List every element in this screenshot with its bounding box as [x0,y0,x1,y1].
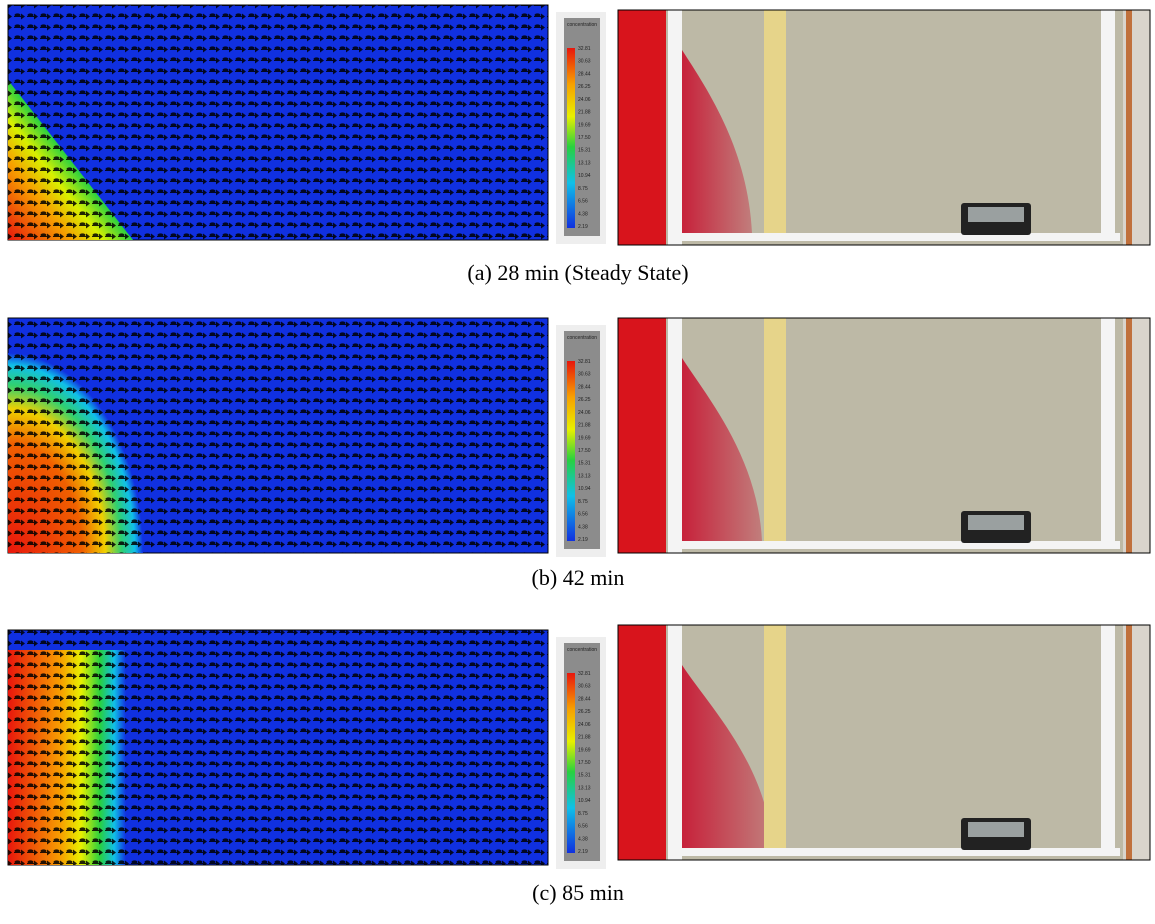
colorbar-label: 15.31 [578,148,591,154]
colorbar-label: 17.50 [578,760,591,766]
colorbar-label: 10.94 [578,798,591,804]
colorbar-label: 26.25 [578,84,591,90]
colorbar-label: 13.13 [578,473,591,479]
colorbar-label: 2.19 [578,224,588,230]
velocity-arrows [8,630,548,865]
colorbar-scale [567,673,575,853]
colorbar-label: 32.81 [578,671,591,677]
colorbar-label: 21.88 [578,110,591,116]
panel-row: concentration 32.81 30.63 28.44 26.25 24.06 21… [7,317,1151,590]
bottom-ruler [668,541,1120,549]
colorbar-label: 19.69 [578,435,591,441]
colorbar-title: concentration [567,647,597,653]
colorbar-scale [567,48,575,228]
colorbar-label: 15.31 [578,461,591,467]
photo-frame [617,624,1151,861]
right-ruler [1101,10,1115,239]
colorbar-label: 28.44 [578,384,591,390]
pipe-tube [1126,625,1132,860]
colorbar-label: 24.06 [578,410,591,416]
colorbar-label: 4.38 [578,524,588,530]
photo-frame [617,9,1151,246]
panel-row: concentration 32.81 30.63 28.44 26.25 24.06 21… [7,624,1151,905]
colorbar-label: 21.88 [578,735,591,741]
colorbar-label: 24.06 [578,722,591,728]
colorbar-label: 32.81 [578,359,591,365]
yellow-strip [764,318,786,543]
colorbar-label: 10.94 [578,486,591,492]
clock-screen [968,822,1024,837]
colorbar-label: 10.94 [578,173,591,179]
colorbar-label: 4.38 [578,836,588,842]
colorbar-label: 6.56 [578,199,588,205]
colorbar-scale [567,361,575,541]
colorbar-label: 21.88 [578,423,591,429]
photo-frame [617,317,1151,554]
colorbar-title: concentration [567,335,597,341]
colorbar-label: 19.69 [578,122,591,128]
left-ruler [668,318,682,553]
caption: (c) 85 min [532,880,624,905]
red-reservoir [618,318,666,553]
colorbar-label: 28.44 [578,71,591,77]
colorbar-label: 30.63 [578,372,591,378]
colorbar-label: 6.56 [578,512,588,518]
yellow-strip [764,625,786,850]
bottom-ruler [668,848,1120,856]
colorbar-label: 24.06 [578,97,591,103]
colorbar-label: 26.25 [578,709,591,715]
colorbar-label: 30.63 [578,59,591,65]
colorbar-label: 13.13 [578,160,591,166]
colorbar-label: 15.31 [578,773,591,779]
yellow-strip [764,10,786,235]
colorbar-label: 13.13 [578,785,591,791]
colorbar-label: 19.69 [578,747,591,753]
right-ruler [1101,625,1115,854]
caption: (a) 28 min (Steady State) [467,260,688,285]
panel-row: concentration 32.81 30.63 28.44 26.25 24.06 21… [7,4,1151,285]
red-reservoir [618,625,666,860]
pipe-tube [1126,318,1132,553]
bottom-ruler [668,233,1120,241]
red-plume [682,50,752,233]
red-plume [682,665,772,848]
colorbar-label: 4.38 [578,211,588,217]
left-ruler [668,10,682,245]
clock-screen [968,207,1024,222]
red-reservoir [618,10,666,245]
velocity-arrows [8,318,548,553]
colorbar-label: 28.44 [578,696,591,702]
colorbar-label: 32.81 [578,46,591,52]
colorbar-label: 30.63 [578,684,591,690]
right-ruler [1101,318,1115,547]
colorbar-title: concentration [567,22,597,28]
colorbar-label: 6.56 [578,824,588,830]
left-ruler [668,625,682,860]
colorbar-label: 8.75 [578,499,588,505]
clock-screen [968,515,1024,530]
caption: (b) 42 min [532,565,625,590]
velocity-arrows [8,5,548,240]
colorbar-label: 2.19 [578,849,588,855]
pipe-tube [1126,10,1132,245]
colorbar-label: 2.19 [578,537,588,543]
colorbar-label: 26.25 [578,397,591,403]
red-plume [682,358,762,541]
colorbar-label: 8.75 [578,811,588,817]
colorbar-label: 17.50 [578,448,591,454]
colorbar-label: 17.50 [578,135,591,141]
colorbar-label: 8.75 [578,186,588,192]
